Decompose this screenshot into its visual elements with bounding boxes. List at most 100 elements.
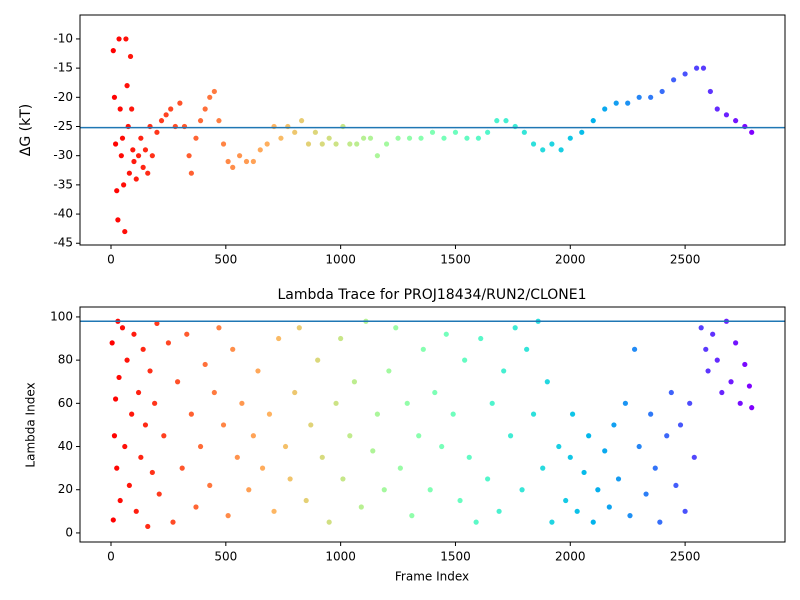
data-point — [165, 340, 172, 346]
data-point — [118, 153, 124, 159]
data-point — [485, 476, 491, 482]
data-point — [145, 170, 151, 176]
y-tick-label: 80 — [58, 353, 73, 367]
data-point — [611, 422, 617, 428]
data-point — [319, 141, 325, 147]
data-point — [530, 411, 537, 417]
y-tick-label: 100 — [50, 309, 73, 323]
x-tick-label: 2500 — [670, 253, 701, 267]
data-point — [677, 422, 684, 428]
data-point — [127, 53, 134, 60]
data-point — [158, 118, 165, 124]
data-point — [133, 508, 139, 514]
data-point — [631, 346, 638, 352]
data-point — [489, 400, 495, 406]
data-point — [319, 454, 325, 460]
y-tick-label: -40 — [53, 207, 73, 221]
data-point — [691, 454, 697, 460]
data-point — [147, 368, 153, 374]
data-point — [549, 141, 555, 147]
data-point — [264, 141, 270, 147]
data-point — [556, 443, 562, 450]
x-tick-label: 1500 — [440, 550, 471, 564]
x-tick-label: 0 — [107, 550, 115, 564]
data-point — [124, 357, 130, 363]
data-point — [140, 346, 146, 352]
data-point — [211, 88, 217, 95]
data-point — [138, 135, 144, 141]
data-point — [733, 340, 739, 346]
data-point — [439, 443, 445, 450]
data-point — [250, 433, 256, 439]
data-point — [710, 331, 716, 337]
data-point — [512, 325, 518, 331]
data-point — [168, 106, 174, 112]
data-point — [485, 129, 491, 135]
data-point — [567, 135, 573, 141]
data-point — [296, 325, 302, 331]
data-point — [216, 325, 222, 331]
data-point — [119, 325, 126, 331]
data-point — [563, 497, 569, 504]
data-point — [123, 36, 129, 42]
data-point — [682, 71, 688, 77]
data-point — [521, 129, 527, 135]
x-axis-label: Frame Index — [395, 570, 469, 584]
data-point — [700, 65, 707, 71]
data-point — [643, 491, 649, 497]
data-point — [347, 141, 353, 147]
data-point — [501, 368, 507, 374]
data-point — [746, 383, 753, 389]
data-point — [237, 153, 243, 159]
x-tick-label: 2500 — [670, 550, 701, 564]
data-point — [615, 476, 622, 482]
data-point — [255, 368, 261, 374]
data-point — [429, 129, 436, 135]
data-point — [361, 135, 367, 141]
data-point — [333, 400, 339, 406]
data-point — [338, 335, 344, 342]
data-point — [117, 497, 123, 504]
data-point — [114, 465, 120, 471]
x-tick-label: 2000 — [555, 550, 586, 564]
data-point — [714, 357, 720, 363]
data-point — [154, 129, 160, 135]
plot-frame — [79, 14, 786, 246]
chart-title: Lambda Trace for PROJ18434/RUN2/CLONE1 — [277, 287, 586, 303]
data-point — [326, 135, 332, 141]
data-point — [668, 389, 674, 396]
data-point — [622, 400, 628, 406]
data-point — [358, 504, 364, 510]
data-point — [152, 400, 158, 406]
data-point — [266, 411, 273, 417]
data-point — [381, 487, 387, 493]
y-tick-label: -30 — [53, 148, 73, 162]
y-tick-label: 0 — [65, 525, 73, 539]
data-point — [303, 497, 309, 504]
data-point — [673, 482, 679, 489]
data-point — [567, 454, 573, 460]
data-point — [197, 443, 204, 450]
data-point — [246, 487, 252, 493]
data-point — [540, 147, 546, 153]
data-point — [418, 135, 424, 141]
data-point — [441, 135, 447, 141]
data-point — [124, 83, 130, 89]
data-point — [540, 465, 546, 471]
y-axis-label: Lambda Index — [24, 382, 38, 467]
data-point — [142, 422, 149, 428]
data-point — [370, 448, 376, 454]
data-point — [138, 454, 144, 460]
data-point — [115, 217, 121, 223]
data-point — [503, 118, 509, 124]
data-point — [648, 94, 654, 100]
data-point — [590, 519, 596, 525]
data-point — [519, 487, 525, 493]
data-point — [234, 454, 240, 460]
data-point — [602, 448, 608, 454]
data-point — [698, 325, 704, 331]
data-point — [292, 389, 298, 396]
data-point — [230, 164, 236, 170]
data-point — [496, 508, 502, 514]
data-point — [347, 433, 353, 439]
